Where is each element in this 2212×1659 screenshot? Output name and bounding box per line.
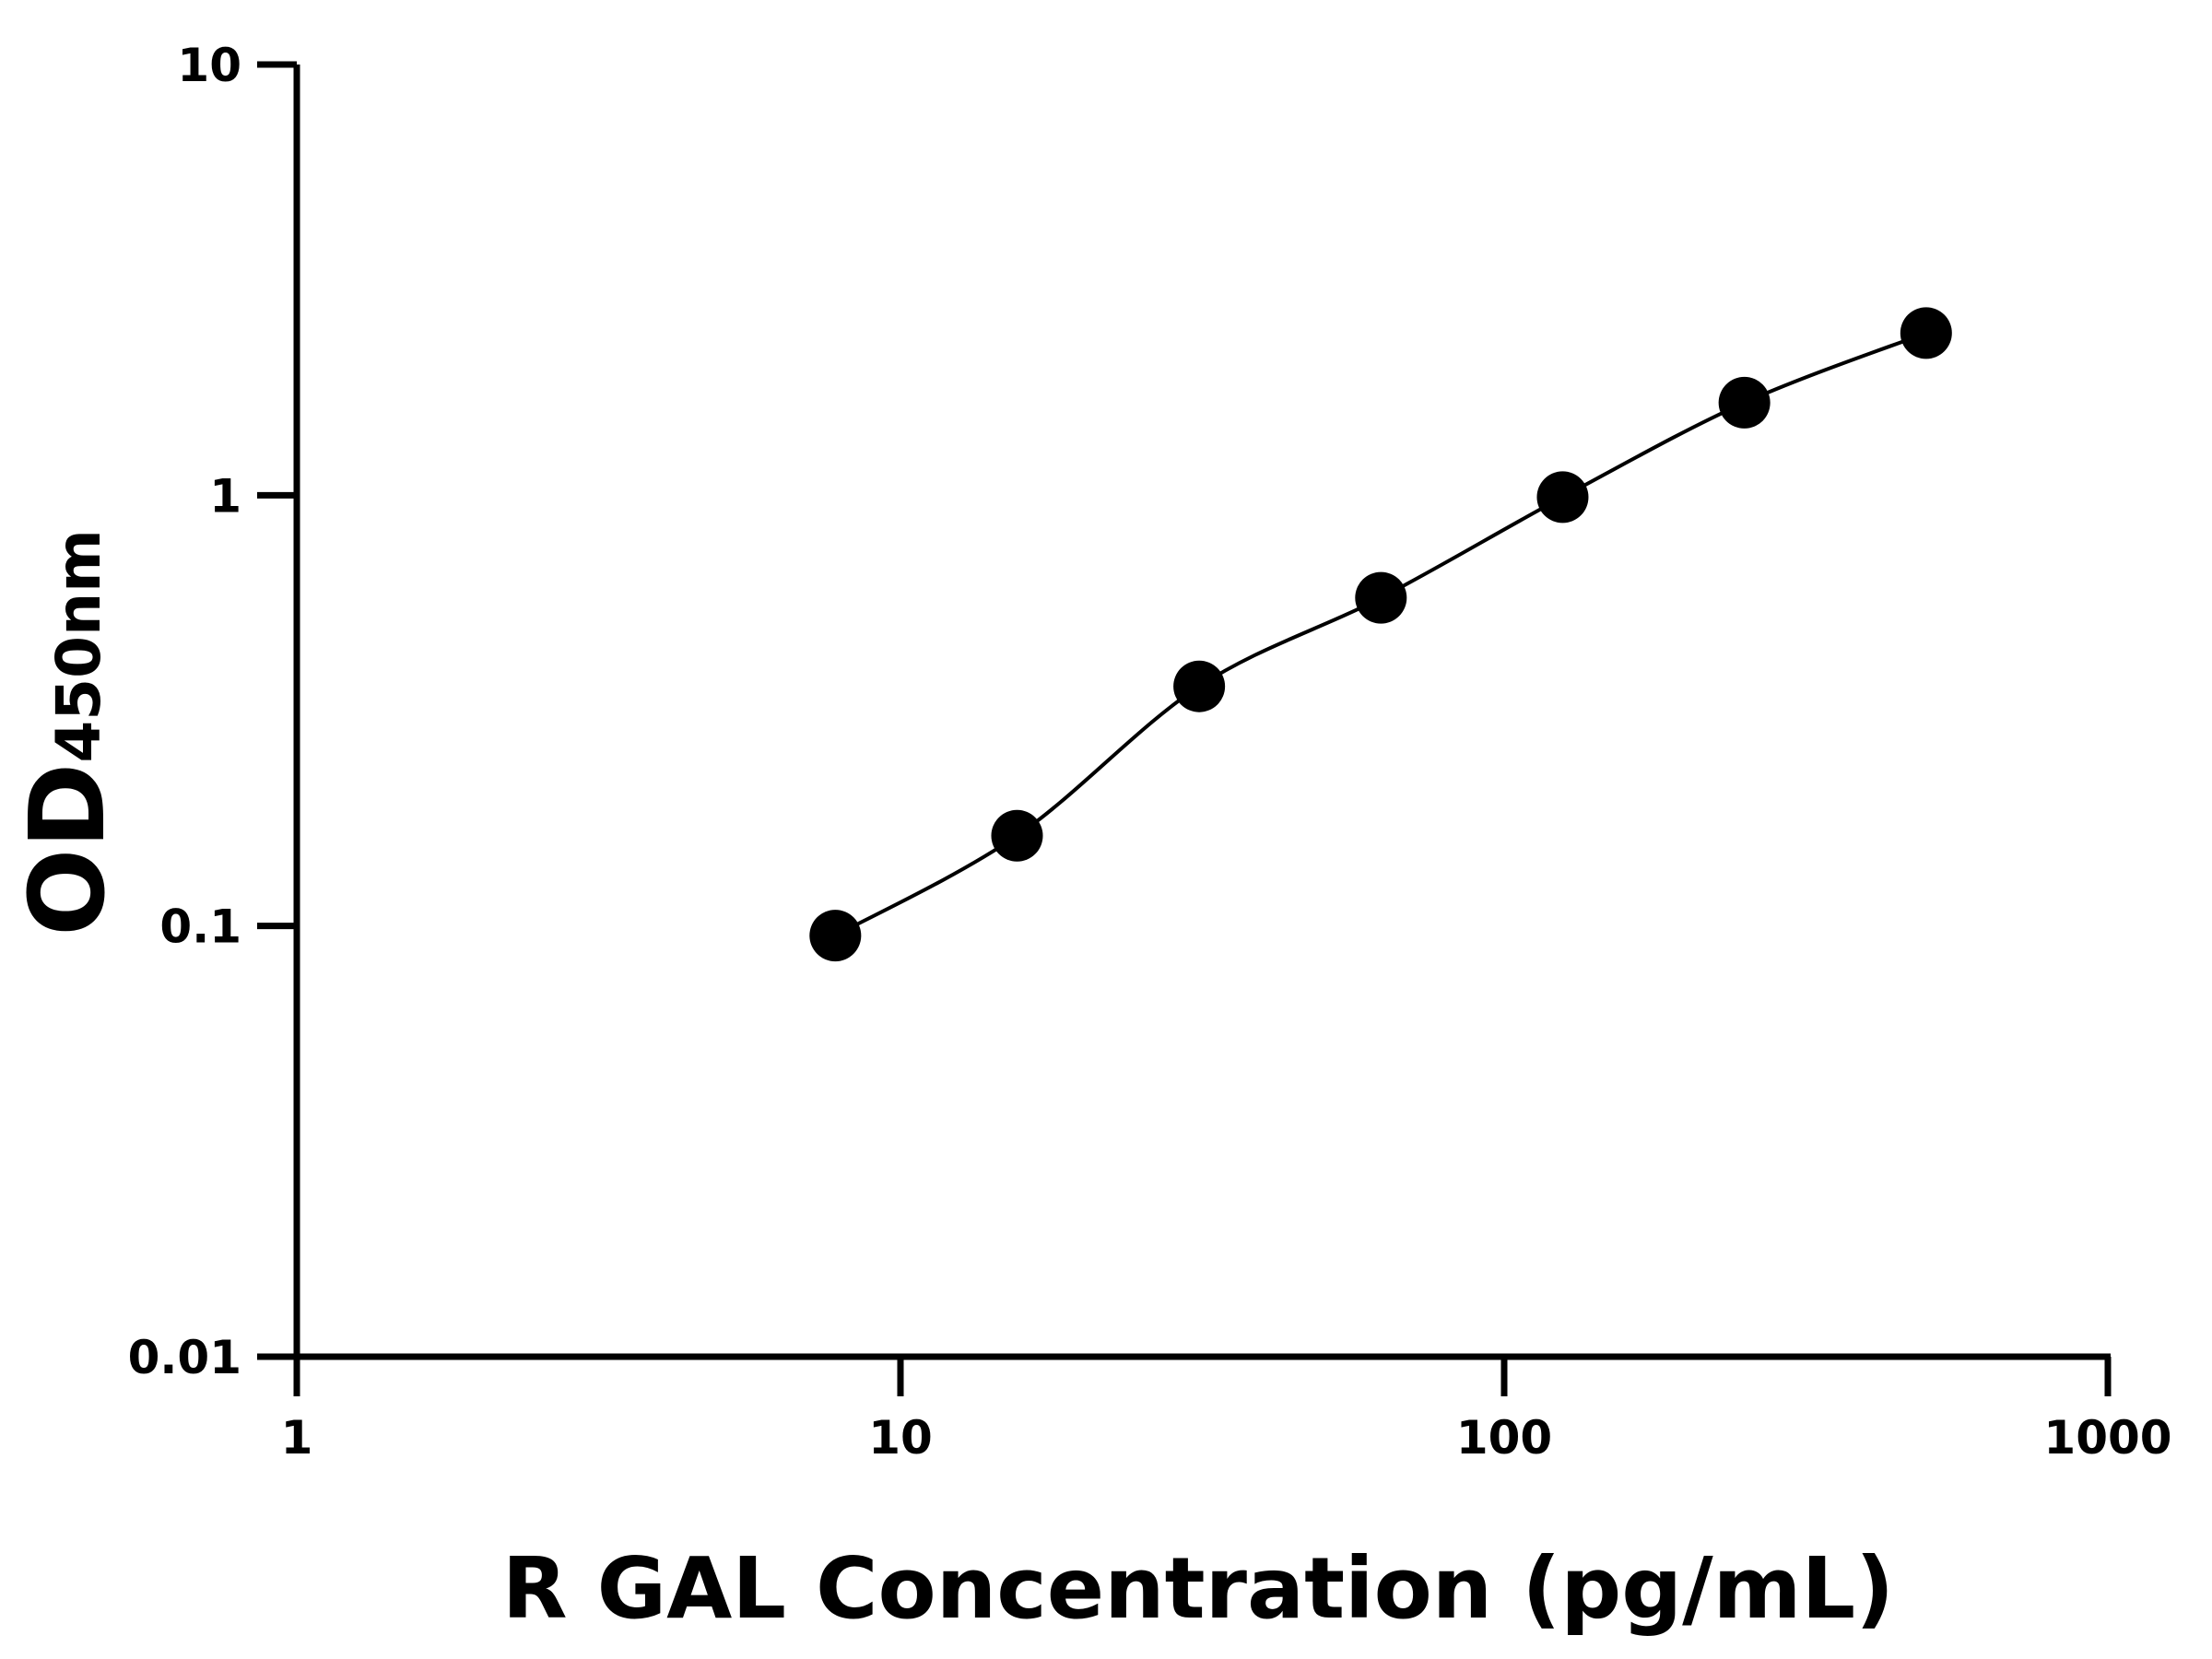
data-point — [1355, 571, 1407, 624]
axes — [257, 65, 2111, 1360]
data-point — [1536, 471, 1589, 524]
y-axis-title-main: OD — [8, 763, 128, 936]
x-tick-label: 100 — [1456, 1411, 1552, 1465]
y-tick-label: 0.1 — [159, 900, 241, 954]
x-tick-label: 1 — [281, 1411, 313, 1465]
data-point — [809, 910, 862, 962]
y-axis-title-sub: 450nm — [43, 529, 114, 763]
svg-text:OD450nm: OD450nm — [8, 529, 128, 936]
data-point — [1900, 307, 1952, 359]
x-tick-label: 1000 — [2043, 1411, 2171, 1465]
x-tick-label: 10 — [868, 1411, 933, 1465]
data-point — [1718, 376, 1771, 429]
y-axis-title: OD450nm — [8, 529, 128, 936]
x-axis-title: R GAL Concentration (pg/mL) — [502, 1539, 1894, 1638]
data-point — [1173, 660, 1226, 712]
data-point — [991, 809, 1043, 862]
y-tick-label: 1 — [209, 469, 241, 523]
ticks: 1 10 100 1000 0.01 0.1 1 10 — [128, 39, 2172, 1465]
y-tick-label: 0.01 — [128, 1331, 241, 1384]
y-tick-label: 10 — [177, 39, 241, 92]
data-points — [809, 307, 1952, 962]
